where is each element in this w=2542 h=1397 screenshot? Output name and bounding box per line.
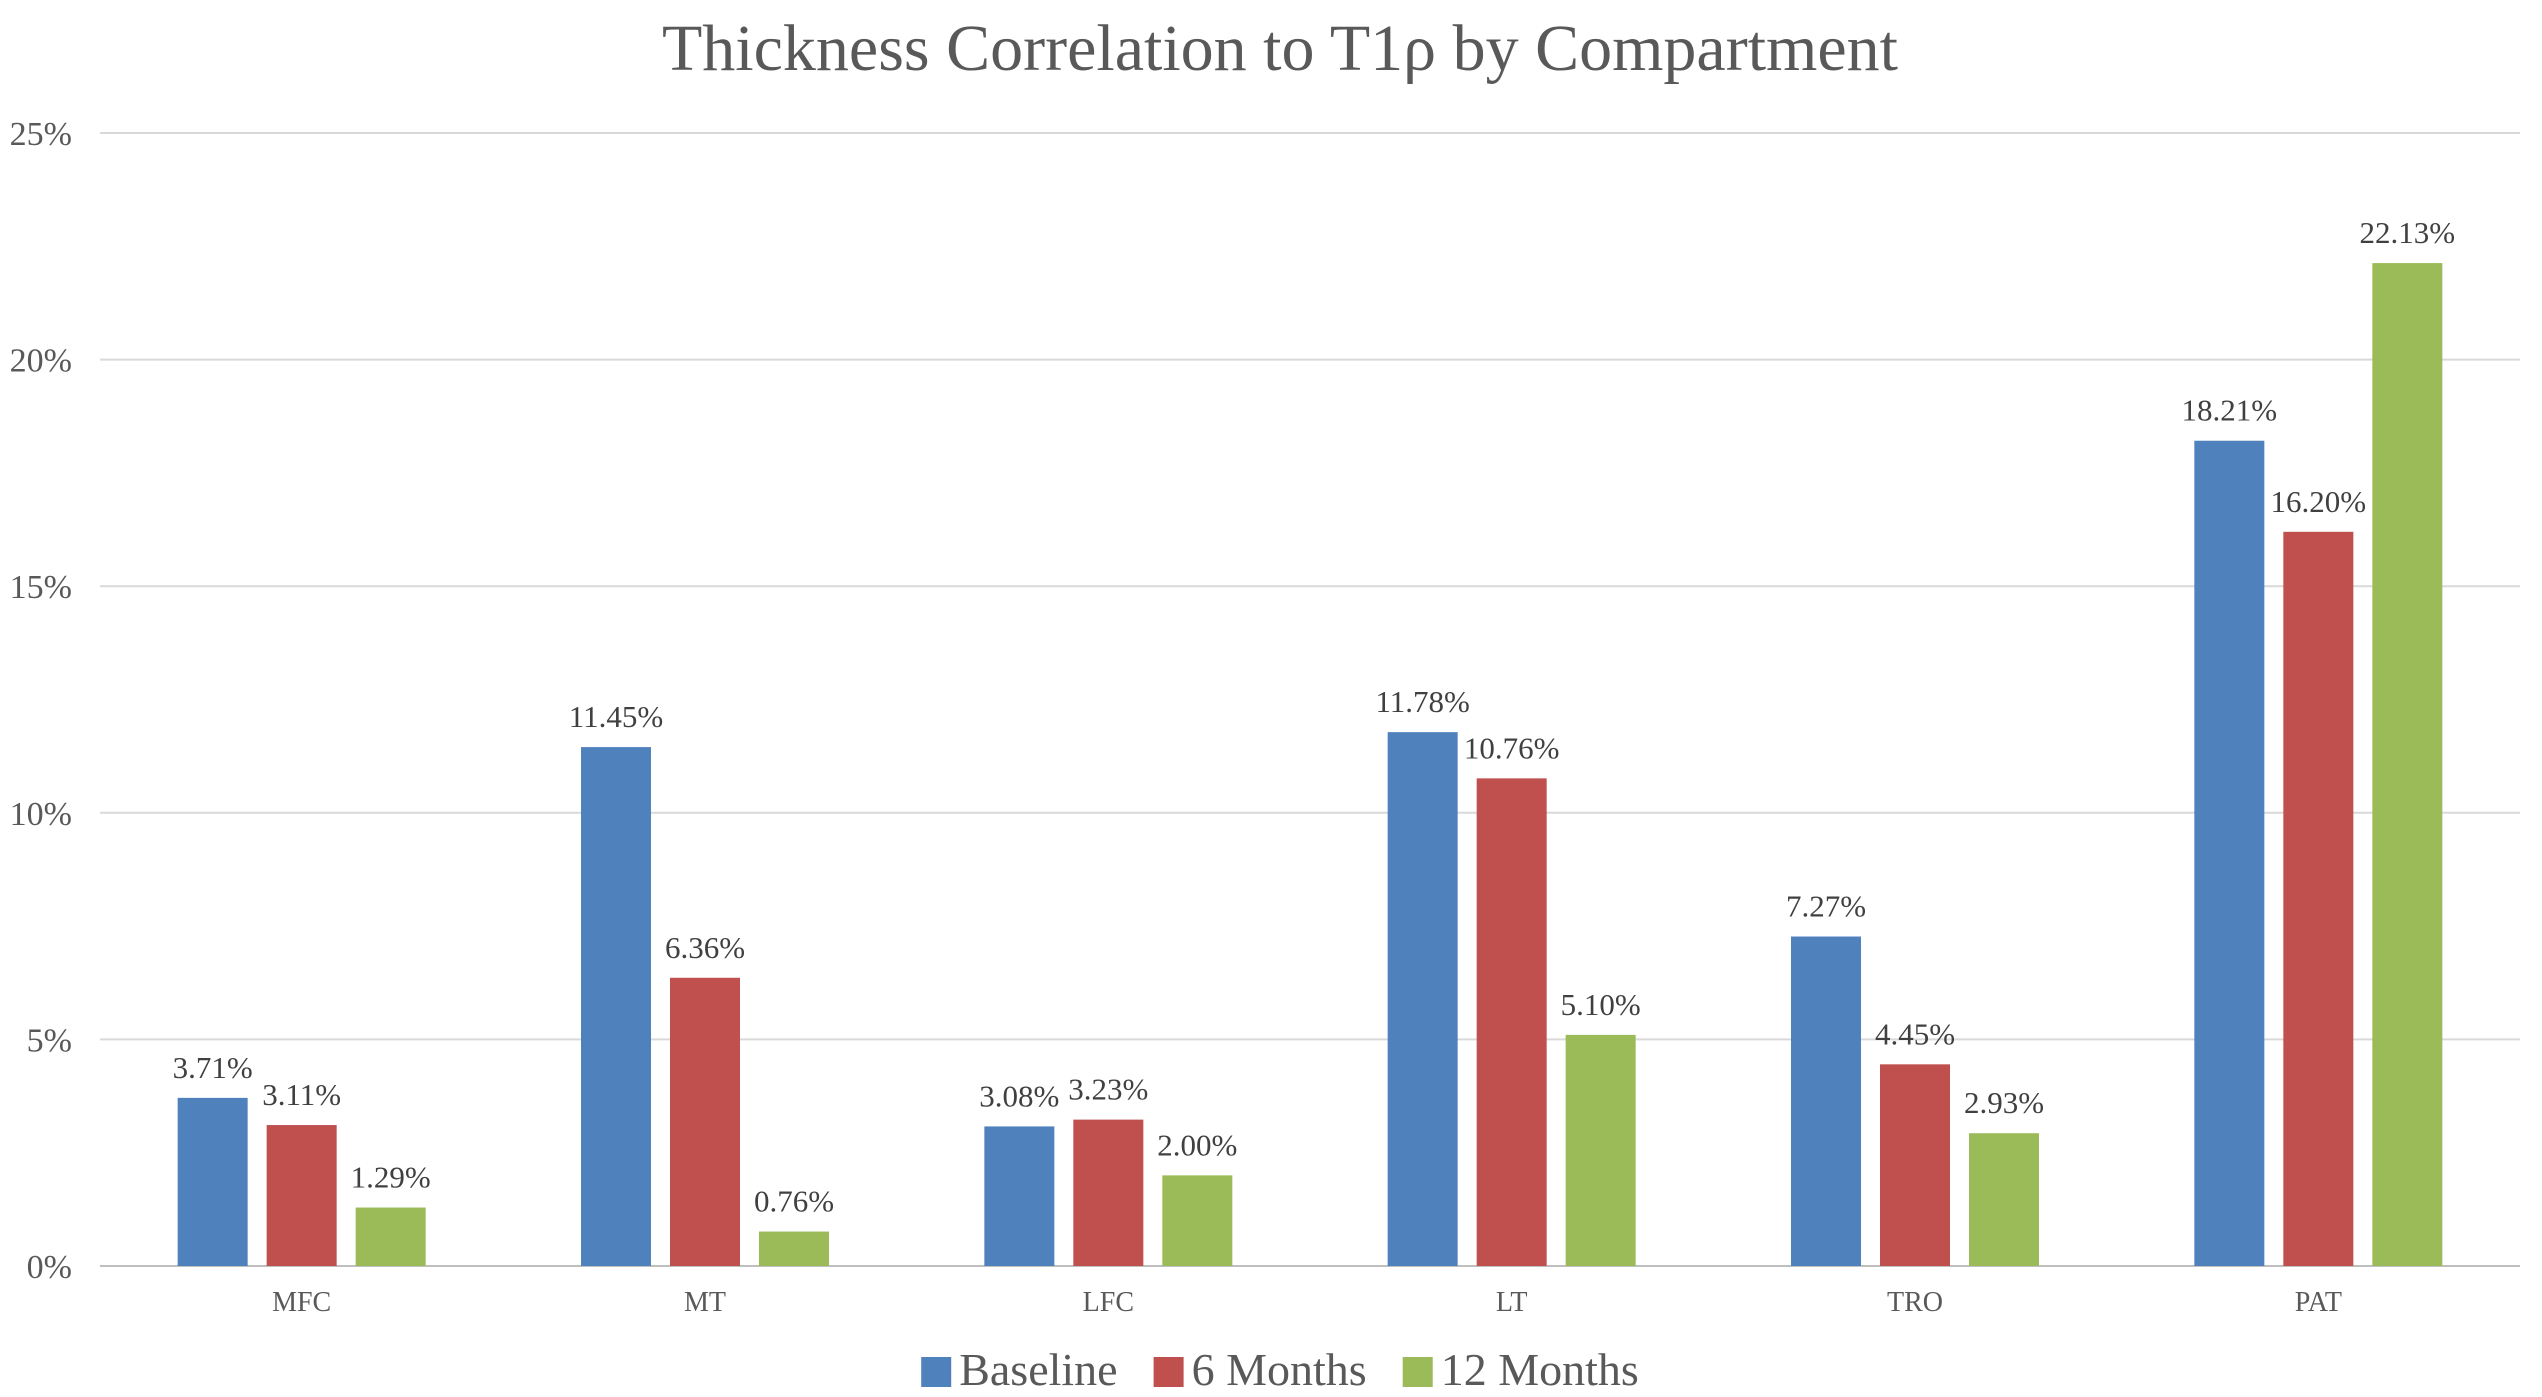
data-label: 11.78% — [1375, 684, 1469, 719]
legend-item-12-months: 12 Months — [1402, 1344, 1639, 1395]
bar-tro-baseline — [1791, 936, 1861, 1266]
x-tick-label: TRO — [1887, 1287, 1943, 1318]
data-label: 3.23% — [1068, 1072, 1148, 1107]
legend-label: Baseline — [959, 1344, 1117, 1392]
y-tick-label: 0% — [27, 1249, 72, 1286]
y-tick-label: 15% — [10, 569, 72, 606]
data-label: 11.45% — [569, 699, 663, 734]
x-tick-label: LT — [1496, 1287, 1528, 1318]
data-label: 1.29% — [351, 1160, 431, 1195]
y-tick-label: 10% — [10, 796, 72, 833]
data-label: 10.76% — [1464, 730, 1560, 765]
y-tick-label: 20% — [10, 343, 72, 380]
data-label: 4.45% — [1875, 1016, 1955, 1051]
data-label: 2.93% — [1964, 1085, 2044, 1120]
x-tick-label: PAT — [2295, 1287, 2342, 1318]
bar-mfc-baseline — [177, 1097, 248, 1266]
x-axis: MFC MT LFC LT TRO PAT — [272, 1287, 2342, 1318]
bar-mt-6-months — [670, 977, 740, 1266]
legend-label: 6 Months — [1192, 1344, 1367, 1392]
data-label: 5.10% — [1561, 987, 1641, 1022]
bars-layer — [177, 263, 2443, 1267]
bar-lfc-6-months — [1073, 1119, 1144, 1266]
bar-lfc-12-months — [1162, 1175, 1233, 1266]
bar-pat-baseline — [2194, 440, 2265, 1267]
data-label: 16.20% — [2271, 484, 2367, 519]
data-label: 3.08% — [979, 1078, 1059, 1113]
bar-lt-6-months — [1476, 778, 1547, 1266]
y-tick-label: 25% — [10, 116, 72, 153]
bar-pat-6-months — [2283, 531, 2354, 1266]
legend-item-6-months: 6 Months — [1153, 1344, 1367, 1395]
data-label: 22.13% — [2360, 215, 2456, 250]
bar-tro-12-months — [1969, 1133, 2039, 1266]
bar-mt-baseline — [581, 747, 651, 1266]
bar-lt-baseline — [1387, 732, 1458, 1266]
x-tick-label: MFC — [272, 1287, 331, 1318]
data-label: 6.36% — [665, 930, 745, 965]
labels-layer: 3.71% 3.11% 1.29% 11.45% 6.36% 0.76% 3.08% 3.23… — [173, 215, 2455, 1218]
bar-mfc-6-months — [266, 1125, 337, 1266]
y-tick-label: 5% — [27, 1022, 72, 1059]
bar-mfc-12-months — [355, 1207, 426, 1266]
data-label: 3.11% — [262, 1077, 341, 1112]
bar-lt-12-months — [1565, 1034, 1636, 1266]
legend-swatch — [1402, 1357, 1433, 1387]
bar-mt-12-months — [759, 1231, 829, 1266]
legend-item-baseline: Baseline — [921, 1344, 1118, 1395]
legend-label: 12 Months — [1441, 1344, 1639, 1392]
legend-swatch — [1153, 1357, 1184, 1387]
data-label: 18.21% — [2182, 393, 2278, 428]
legend: Baseline 6 Months 12 Months — [921, 1344, 1639, 1395]
grid-layer: 0% 5% 10% 15% 20% 25% — [10, 116, 2520, 1286]
bar-pat-12-months — [2372, 263, 2443, 1267]
bar-lfc-baseline — [984, 1126, 1055, 1266]
x-tick-label: LFC — [1083, 1287, 1134, 1318]
data-label: 2.00% — [1157, 1127, 1237, 1162]
x-tick-label: MT — [684, 1287, 726, 1318]
bar-tro-6-months — [1880, 1064, 1950, 1266]
chart-title: Thickness Correlation to T1ρ by Compartm… — [662, 12, 1898, 85]
data-label: 3.71% — [173, 1050, 253, 1085]
data-label: 0.76% — [754, 1184, 834, 1219]
legend-swatch — [921, 1357, 952, 1387]
data-label: 7.27% — [1786, 889, 1866, 924]
